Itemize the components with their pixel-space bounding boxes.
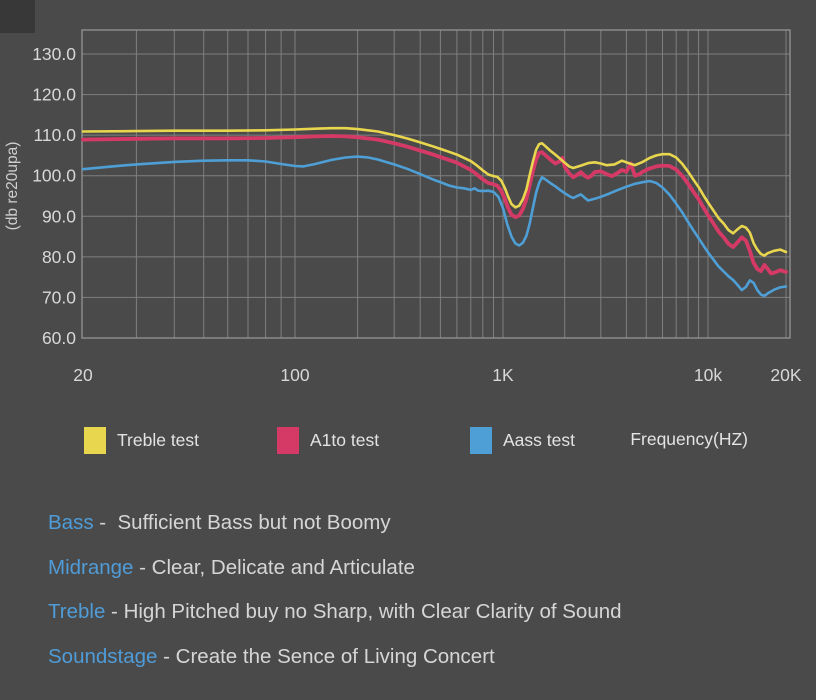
gridlines	[82, 30, 790, 339]
y-tick-label: 60.0	[42, 328, 76, 348]
x-axis-title: Frequency(HZ)	[630, 429, 748, 449]
frequency-response-chart: 130.0 120.0 110.0 100.0 90.0 80.0 70.0 60.0 20 10…	[4, 29, 802, 385]
x-tick-label: 100	[280, 365, 309, 385]
y-tick-label: 80.0	[42, 247, 76, 267]
y-tick-label: 110.0	[34, 125, 77, 145]
note-keyword-treble: Treble	[48, 600, 106, 624]
corner-square	[0, 0, 35, 33]
y-tick-label: 90.0	[42, 206, 76, 226]
legend-label-a1to-test: A1to test	[310, 430, 380, 450]
series-line-treble-test	[81, 126, 788, 257]
y-tick-label: 70.0	[42, 287, 76, 307]
legend-item-a1to-test: A1to test	[277, 427, 379, 454]
legend-item-treble-test: Treble test	[84, 427, 199, 454]
note-text-bass: - Sufficient Bass but not Boomy	[93, 511, 391, 535]
legend-swatch-aass-test	[470, 427, 492, 454]
y-tick-label: 120.0	[32, 85, 76, 105]
x-tick-label: 20K	[770, 365, 801, 385]
legend-label-treble-test: Treble test	[117, 430, 200, 450]
plot-border	[81, 29, 791, 339]
series-line-aass-test	[81, 155, 788, 298]
note-text-soundstage: - Create the Sence of Living Concert	[157, 645, 495, 669]
note-treble: Treble - High Pitched buy no Sharp, with…	[48, 590, 808, 635]
note-keyword-soundstage: Soundstage	[48, 645, 158, 669]
note-keyword-midrange: Midrange	[48, 555, 134, 579]
note-bass: Bass - Sufficient Bass but not Boomy	[48, 501, 808, 546]
note-soundstage: Soundstage - Create the Sence of Living …	[48, 635, 808, 680]
x-tick-label: 20	[73, 365, 93, 385]
legend-swatch-treble-test	[84, 427, 106, 454]
y-axis-title: (db re20upa)	[4, 142, 21, 231]
x-tick-label: 10k	[694, 365, 722, 385]
y-tick-label: 130.0	[32, 44, 76, 64]
legend-item-aass-test: Aass test	[470, 427, 575, 454]
chart-legend: Treble test A1to test Aass test Frequenc…	[0, 427, 816, 457]
legend-swatch-a1to-test	[277, 427, 299, 454]
legend-label-aass-test: Aass test	[503, 430, 575, 450]
note-text-treble: - High Pitched buy no Sharp, with Clear …	[105, 600, 622, 624]
note-midrange: Midrange - Clear, Delicate and Articulat…	[48, 546, 808, 591]
x-tick-label: 1K	[492, 365, 514, 385]
y-tick-label: 100.0	[32, 166, 76, 186]
series-line-a1to-test	[81, 134, 788, 276]
notes-block: Bass - Sufficient Bass but not Boomy Mid…	[48, 501, 808, 679]
note-text-midrange: - Clear, Delicate and Articulate	[133, 555, 415, 579]
note-keyword-bass: Bass	[48, 511, 94, 535]
